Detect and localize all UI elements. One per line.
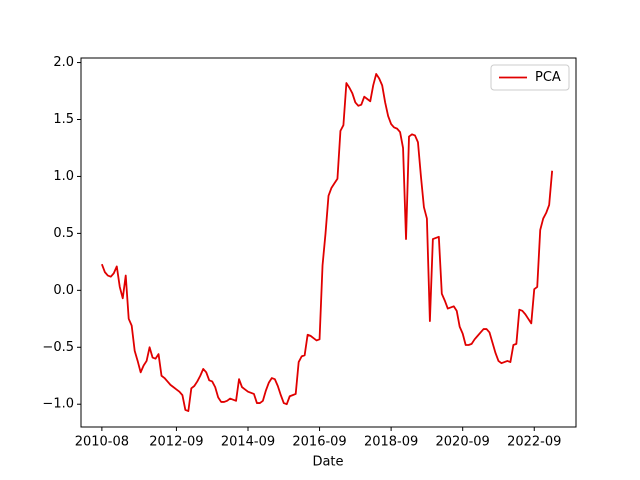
legend-label: PCA [535, 70, 561, 85]
x-tick-label: 2016-09 [292, 435, 346, 450]
axes-frame [80, 57, 577, 428]
data-line [101, 73, 554, 412]
legend-box [490, 64, 570, 91]
x-tick-label: 2014-09 [221, 435, 275, 450]
y-tick-label: 0.5 [53, 226, 74, 241]
x-tick-label: 2018-09 [364, 435, 418, 450]
y-tick-label: 0.0 [53, 283, 74, 298]
x-tick-label: 2020-09 [436, 435, 490, 450]
y-tick-label: −1.0 [42, 397, 74, 412]
y-tick-label: 1.0 [53, 169, 74, 184]
y-tick-label: 1.5 [53, 112, 74, 127]
y-tick-label: −0.5 [42, 340, 74, 355]
x-axis-label: Date [312, 455, 343, 470]
x-tick-label: 2022-09 [507, 435, 561, 450]
x-tick-label: 2010-08 [75, 435, 129, 450]
y-tick-label: 2.0 [53, 55, 74, 70]
x-tick-label: 2012-09 [149, 435, 203, 450]
